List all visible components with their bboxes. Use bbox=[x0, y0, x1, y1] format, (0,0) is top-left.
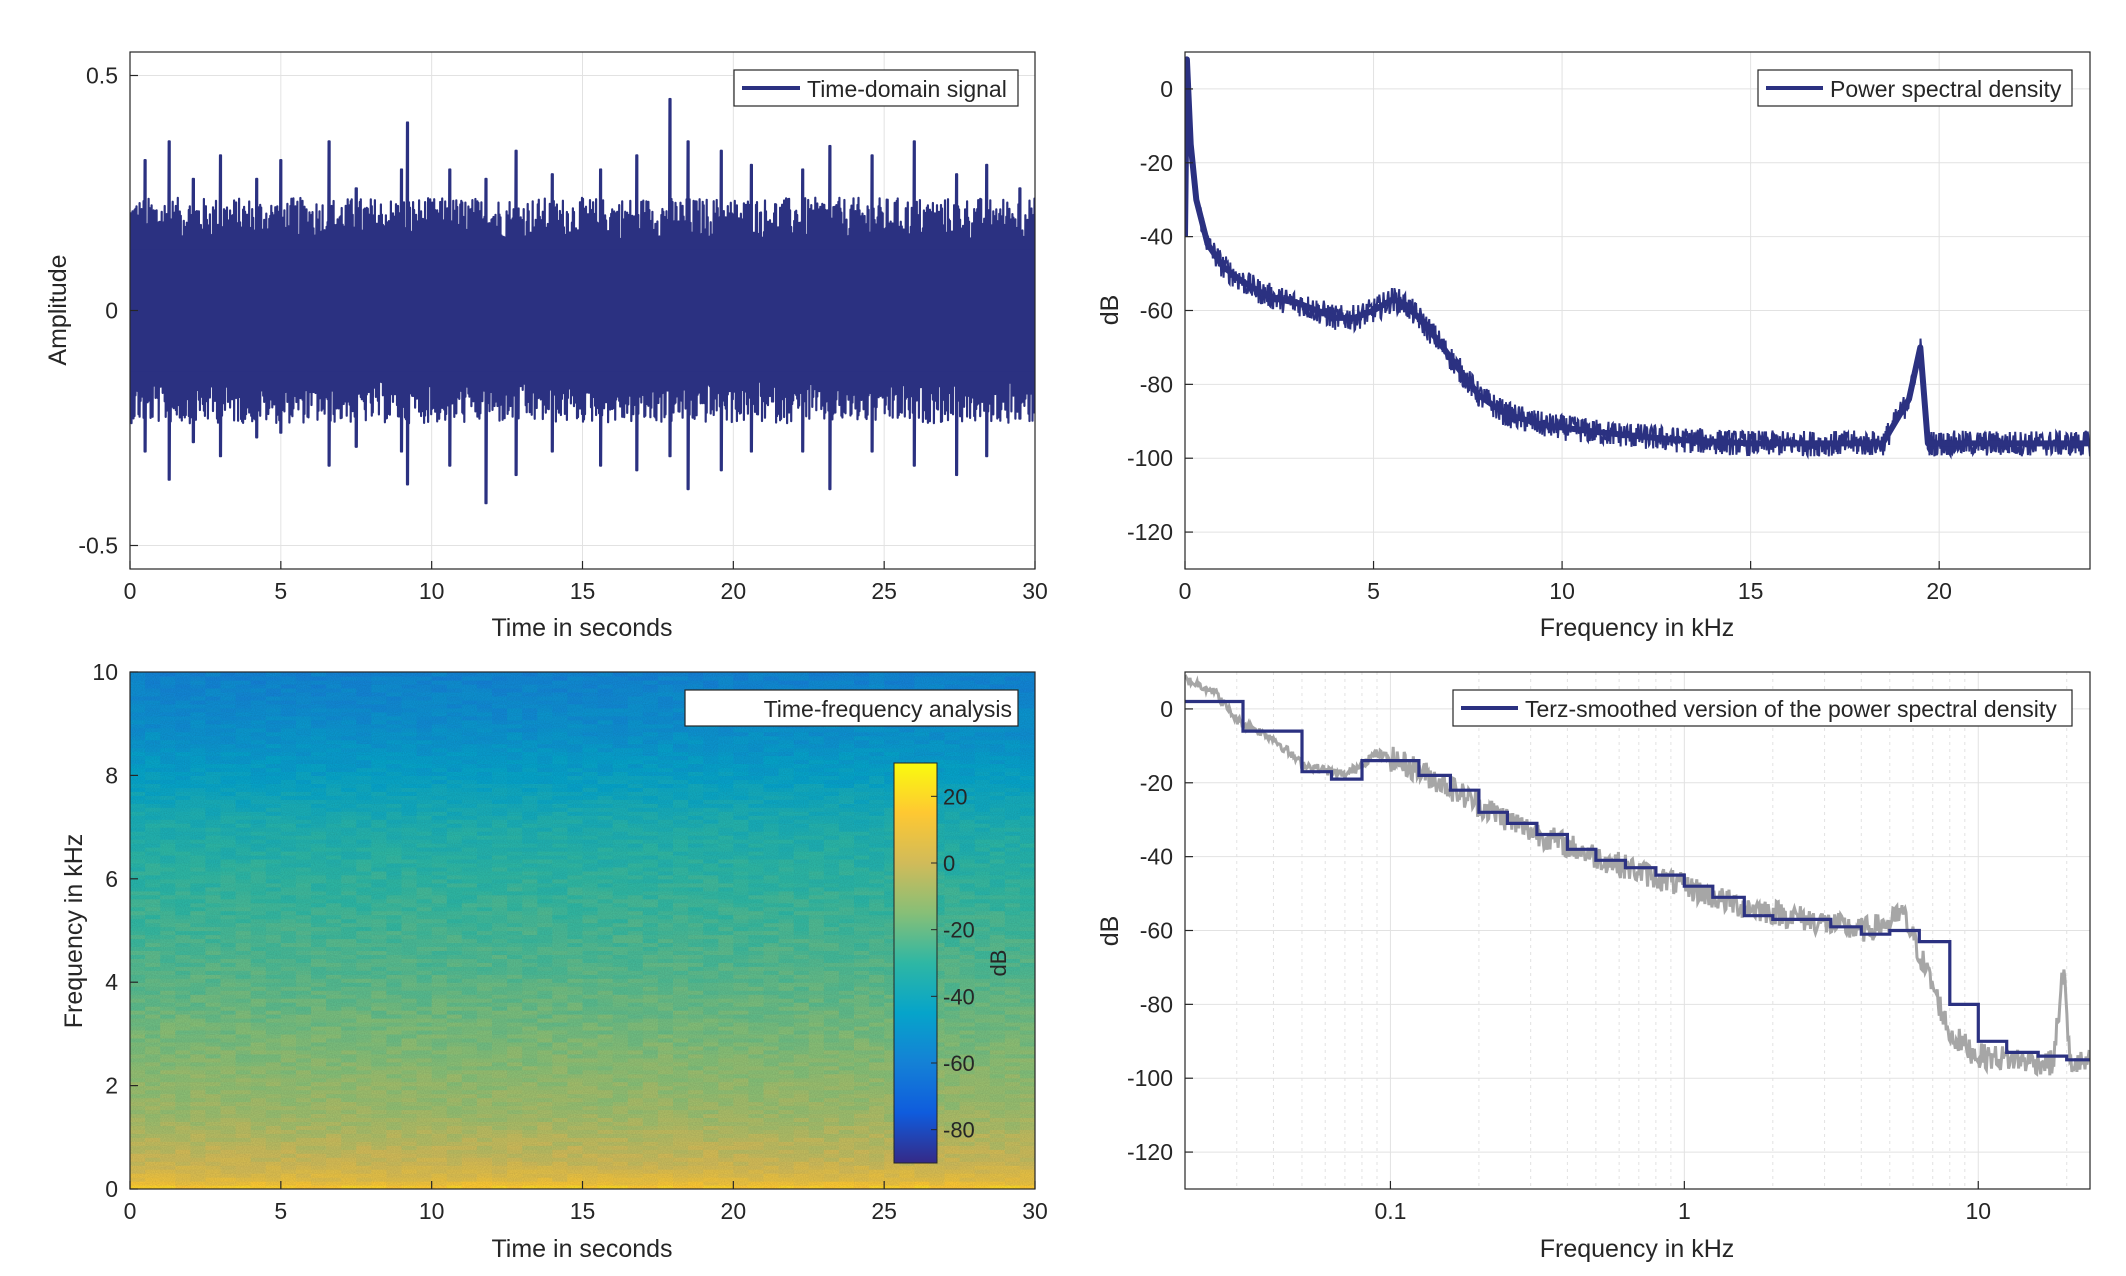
legend: Power spectral density bbox=[1757, 69, 2073, 107]
time-domain-signal-core bbox=[130, 249, 1035, 372]
x-tick-label: 0 bbox=[1179, 578, 1192, 604]
x-tick-label: 15 bbox=[570, 578, 596, 604]
x-axis-label: Time in seconds bbox=[491, 614, 672, 642]
time-domain-axes: 0 5 10 15 20 25 30-0.500.5 Time in seconds Amp… bbox=[44, 51, 1048, 642]
y-tick-label: 0 bbox=[1160, 76, 1173, 102]
x-tick-label: 25 bbox=[871, 578, 897, 604]
legend-label: Time-domain signal bbox=[807, 76, 1007, 102]
y-tick-label: -20 bbox=[1140, 150, 1173, 176]
y-axis-label: dB bbox=[1096, 295, 1124, 326]
x-tick-label: 30 bbox=[1022, 578, 1048, 604]
series-psd bbox=[1185, 56, 2090, 460]
x-tick-label: 5 bbox=[274, 578, 287, 604]
x-axis-label: Frequency in kHz bbox=[1540, 614, 1735, 642]
y-tick-label: -40 bbox=[1140, 224, 1173, 250]
psd-axes: 0 5 10 15 20 0 -20 -40 -60 -80 -100 -120 Frequency … bbox=[1096, 51, 2091, 642]
y-tick-label: 0.5 bbox=[86, 63, 118, 89]
x-tick-label: 20 bbox=[721, 578, 747, 604]
y-axis-label: Amplitude bbox=[44, 254, 72, 365]
y-tick-label: -80 bbox=[1140, 371, 1173, 397]
x-tick-label: 0 bbox=[124, 578, 137, 604]
y-tick-label: -60 bbox=[1140, 298, 1173, 324]
x-tick-label: 10 bbox=[419, 578, 445, 604]
series-time-domain bbox=[130, 97, 1035, 505]
y-tick-label: -100 bbox=[1127, 445, 1173, 471]
legend-label: Power spectral density bbox=[1830, 76, 2062, 102]
x-tick-label: 20 bbox=[1926, 578, 1952, 604]
tick-labels: 0 5 10 15 20 0 -20 -40 -60 -80 -100 -120 bbox=[1127, 76, 1952, 604]
psd-envelope-line bbox=[1185, 56, 2090, 447]
legend: Time-domain signal bbox=[733, 69, 1019, 107]
y-tick-label: -0.5 bbox=[78, 533, 118, 559]
y-tick-label: 0 bbox=[105, 298, 118, 324]
x-tick-label: 15 bbox=[1738, 578, 1764, 604]
x-tick-label: 5 bbox=[1367, 578, 1380, 604]
y-tick-label: -120 bbox=[1127, 519, 1173, 545]
x-tick-label: 10 bbox=[1549, 578, 1575, 604]
tick-labels: 0 5 10 15 20 25 30-0.500.5 bbox=[78, 63, 1047, 605]
